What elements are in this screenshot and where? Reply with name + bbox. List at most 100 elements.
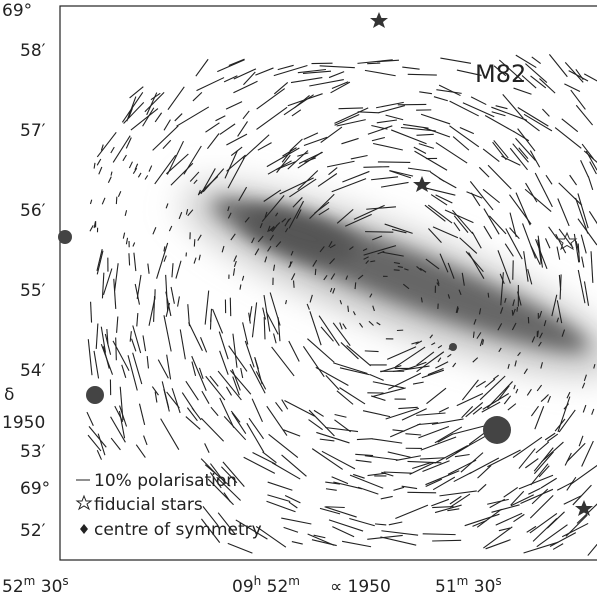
polarisation-vector	[499, 273, 505, 284]
polarisation-vector	[210, 406, 219, 417]
polarisation-vector	[476, 332, 482, 339]
polarisation-vector	[447, 508, 460, 512]
polarisation-vector	[89, 225, 94, 232]
polarisation-vector	[393, 261, 400, 265]
polarisation-vector	[458, 289, 462, 296]
polarisation-vector	[375, 101, 404, 109]
polarisation-vector	[505, 228, 523, 260]
polarisation-vector	[197, 189, 201, 196]
y-label: δ	[4, 385, 14, 405]
polarisation-vector	[356, 438, 373, 441]
polarisation-vector	[382, 251, 404, 257]
polarisation-vector	[160, 418, 180, 450]
polarisation-vector	[470, 192, 481, 207]
polarisation-vector	[163, 119, 171, 131]
polarisation-vector	[330, 273, 336, 280]
polarisation-vector	[249, 363, 266, 394]
polarisation-vector	[132, 167, 138, 174]
polarisation-vector	[334, 413, 347, 418]
polarisation-vector	[342, 170, 370, 183]
polarisation-vector	[100, 344, 114, 375]
polarisation-vector	[430, 194, 448, 206]
polarisation-vector	[421, 369, 445, 379]
polarisation-vector	[543, 320, 547, 327]
polarisation-vector	[385, 114, 404, 121]
polarisation-vector	[163, 315, 172, 352]
polarisation-vector	[237, 121, 248, 137]
polarisation-vector	[417, 422, 439, 426]
polarisation-vector	[93, 350, 100, 379]
polarisation-vector	[90, 301, 93, 323]
polarisation-vector	[425, 258, 440, 270]
polarisation-vector	[388, 521, 403, 526]
x-label-part: ∝ 1950	[330, 577, 391, 597]
polarisation-vector	[346, 345, 372, 367]
polarisation-vector	[483, 526, 513, 549]
polarisation-vector	[167, 86, 185, 111]
polarisation-vector	[228, 345, 248, 372]
polarisation-vector	[357, 274, 364, 280]
polarisation-vector	[176, 106, 210, 127]
polarisation-vector	[367, 472, 386, 477]
polarisation-vector	[483, 208, 500, 235]
polarisation-vector	[267, 481, 293, 491]
polarisation-vector	[435, 361, 449, 369]
polarisation-vector	[97, 433, 106, 456]
polarisation-vector	[102, 268, 113, 296]
legend-text: 10% polarisation	[94, 471, 237, 491]
polarisation-vector	[385, 407, 420, 420]
polarisation-vector	[279, 177, 314, 195]
polarisation-vector	[461, 405, 474, 419]
polarisation-vector	[427, 204, 453, 224]
polarisation-vector	[261, 195, 285, 222]
polarisation-vector	[100, 144, 104, 151]
polarisation-vector	[493, 65, 507, 77]
polarisation-vector	[487, 292, 490, 298]
polarisation-vector	[509, 194, 532, 225]
polarisation-vector	[388, 372, 422, 390]
polarisation-vector	[570, 464, 597, 485]
polarisation-vector	[352, 311, 356, 316]
polarisation-vector	[548, 54, 568, 78]
legend-star	[75, 494, 93, 511]
polarisation-vector	[456, 392, 484, 407]
polarisation-vector	[452, 362, 457, 368]
polarisation-vector	[546, 433, 559, 442]
polarisation-vector	[309, 79, 344, 87]
polarisation-vector	[583, 150, 597, 164]
polarisation-vector	[409, 361, 427, 369]
polarisation-vector	[509, 212, 517, 238]
polarisation-vector	[533, 451, 554, 475]
polarisation-vector	[484, 115, 515, 133]
polarisation-vector	[434, 445, 469, 464]
polarisation-vector	[377, 250, 385, 255]
y-label: 52′	[20, 521, 46, 541]
polarisation-vector	[523, 251, 529, 282]
polarisation-vector	[556, 481, 574, 491]
polarisation-vector	[581, 440, 594, 467]
polarisation-vector	[112, 340, 130, 371]
polarisation-vector	[431, 342, 436, 346]
polarisation-vector	[122, 154, 127, 162]
polarisation-vector	[428, 228, 442, 243]
polarisation-vector	[530, 75, 547, 89]
polarisation-vector	[397, 265, 404, 268]
polarisation-vector	[267, 245, 272, 252]
polarisation-vector	[558, 182, 583, 206]
polarisation-vector	[497, 385, 510, 402]
x-label-part: m	[457, 574, 469, 588]
polarisation-vector	[518, 147, 529, 160]
fiducial-star	[575, 500, 593, 516]
polarisation-vector	[365, 231, 394, 233]
polarisation-vector	[459, 126, 475, 135]
x-label-part: 09	[232, 577, 254, 597]
polarisation-vector	[96, 131, 117, 158]
polarisation-vector	[465, 401, 484, 418]
polarisation-vector	[531, 488, 549, 505]
polarisation-vector	[226, 133, 248, 146]
polarisation-vector	[526, 388, 532, 396]
polarisation-vector	[523, 113, 553, 132]
polarisation-vector	[170, 162, 194, 186]
polarisation-vector	[349, 474, 384, 489]
polarisation-vector	[447, 262, 455, 279]
